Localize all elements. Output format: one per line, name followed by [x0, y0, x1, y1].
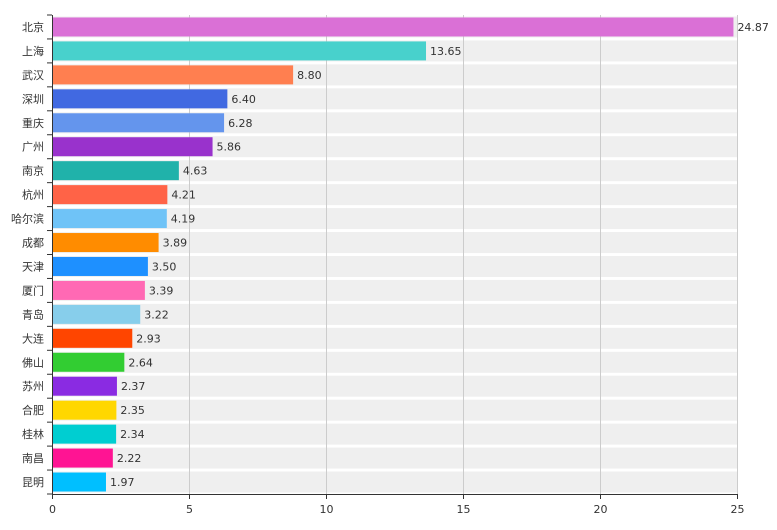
- bar-10: [52, 256, 148, 276]
- bar-2: [52, 65, 294, 85]
- y-tick-label: 青岛: [22, 307, 44, 321]
- x-tick-label: 5: [186, 503, 193, 516]
- bar-3: [52, 89, 228, 109]
- data-label: 2.37: [121, 380, 146, 393]
- y-tick-label: 成都: [22, 237, 44, 250]
- data-label: 4.21: [171, 189, 196, 202]
- data-label: 6.40: [231, 93, 256, 106]
- bar-6: [52, 161, 179, 181]
- data-label: 2.34: [120, 428, 144, 441]
- row-background-band: [52, 327, 737, 349]
- y-tick-label: 苏州: [22, 380, 44, 393]
- data-label: 5.86: [217, 141, 242, 154]
- y-tick-label: 哈尔滨: [11, 212, 44, 226]
- y-tick-label: 杭州: [22, 188, 44, 202]
- bar-1: [52, 41, 427, 61]
- y-tick-label: 合肥: [22, 403, 44, 417]
- x-tick-label: 25: [731, 503, 745, 516]
- row-background-band: [52, 208, 737, 230]
- row-background-band: [52, 184, 737, 206]
- y-tick-label: 重庆: [22, 116, 44, 130]
- bar-15: [52, 376, 117, 396]
- bar-17: [52, 424, 117, 444]
- bar-8: [52, 209, 167, 229]
- row-background-band: [52, 136, 737, 158]
- y-tick-label: 广州: [22, 141, 44, 154]
- bar-14: [52, 352, 125, 372]
- bar-9: [52, 233, 159, 253]
- y-tick-label: 深圳: [22, 93, 44, 106]
- y-tick-label: 南昌: [22, 452, 44, 465]
- bar-7: [52, 185, 168, 205]
- data-label: 3.50: [152, 260, 177, 273]
- row-background-band: [52, 423, 737, 445]
- row-background-band: [52, 279, 737, 301]
- y-tick-label: 武汉: [22, 69, 44, 82]
- y-tick-label: 桂林: [22, 427, 44, 441]
- y-tick-label: 天津: [22, 260, 44, 273]
- data-label: 8.80: [297, 69, 322, 82]
- y-tick-label: 北京: [22, 20, 44, 34]
- bar-0: [52, 17, 734, 37]
- x-tick-label: 0: [49, 503, 56, 516]
- row-background-band: [52, 351, 737, 373]
- y-tick-label: 佛山: [22, 356, 44, 369]
- bar-18: [52, 448, 113, 468]
- x-tick-label: 15: [457, 503, 471, 516]
- data-label: 3.39: [149, 284, 174, 297]
- bar-5: [52, 137, 213, 157]
- data-label: 3.22: [144, 308, 169, 321]
- row-background-band: [52, 255, 737, 277]
- y-tick-label: 昆明: [22, 476, 44, 489]
- data-label: 3.89: [163, 237, 188, 250]
- y-tick-label: 南京: [22, 164, 44, 178]
- row-background-band: [52, 471, 737, 493]
- data-label: 1.97: [110, 476, 135, 489]
- bar-12: [52, 304, 141, 324]
- y-tick-label: 大连: [22, 331, 44, 345]
- y-tick-label: 上海: [22, 44, 44, 58]
- row-background-band: [52, 232, 737, 254]
- row-background-band: [52, 447, 737, 469]
- data-label: 4.19: [171, 213, 196, 226]
- data-label: 2.35: [120, 404, 145, 417]
- row-background-band: [52, 399, 737, 421]
- bar-16: [52, 400, 117, 420]
- bar-4: [52, 113, 225, 133]
- y-tick-label: 厦门: [22, 283, 44, 297]
- row-background-band: [52, 160, 737, 182]
- x-tick-label: 10: [320, 503, 334, 516]
- row-background-band: [52, 303, 737, 325]
- data-label: 13.65: [430, 45, 462, 58]
- row-background-band: [52, 375, 737, 397]
- data-label: 2.93: [136, 332, 161, 345]
- bar-11: [52, 280, 145, 300]
- data-label: 2.22: [117, 452, 142, 465]
- bar-13: [52, 328, 133, 348]
- data-label: 24.87: [737, 21, 769, 34]
- bar-19: [52, 472, 106, 492]
- data-label: 4.63: [183, 165, 208, 178]
- x-tick-label: 20: [594, 503, 608, 516]
- data-label: 6.28: [228, 117, 253, 130]
- data-label: 2.64: [128, 356, 153, 369]
